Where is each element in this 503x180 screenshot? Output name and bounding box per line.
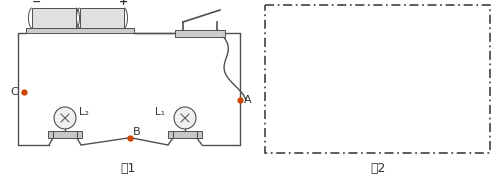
- Circle shape: [54, 107, 76, 129]
- Text: L₂: L₂: [79, 107, 89, 117]
- Text: B: B: [133, 127, 141, 137]
- Bar: [80, 8, 124, 28]
- Text: L₁: L₁: [155, 107, 165, 117]
- Text: −: −: [32, 0, 41, 7]
- Text: 图2: 图2: [370, 161, 386, 174]
- Text: 图1: 图1: [120, 161, 136, 174]
- Circle shape: [174, 107, 196, 129]
- Bar: [26, 28, 134, 33]
- Bar: [32, 8, 76, 28]
- Text: +: +: [119, 0, 128, 7]
- Text: C: C: [10, 87, 18, 97]
- Bar: [48, 131, 82, 138]
- Bar: [168, 131, 202, 138]
- Bar: [265, 5, 490, 153]
- Bar: [175, 30, 225, 37]
- Text: A: A: [244, 95, 252, 105]
